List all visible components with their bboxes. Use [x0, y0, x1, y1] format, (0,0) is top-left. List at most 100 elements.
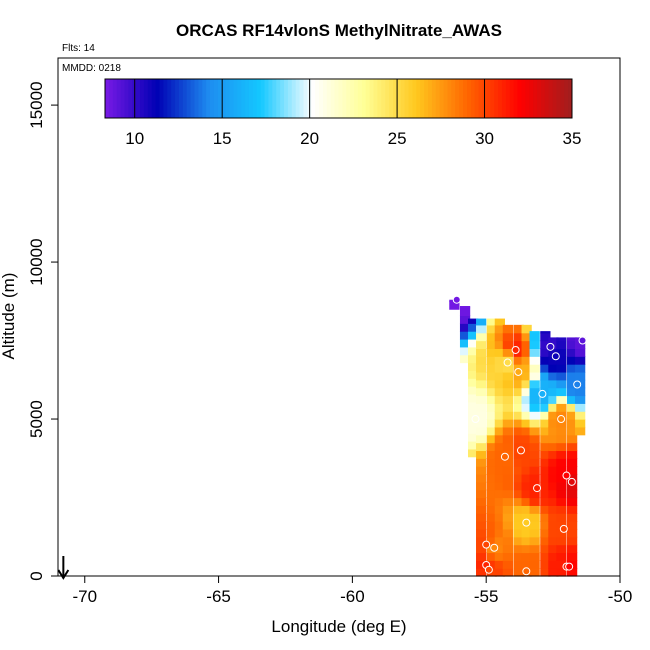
heatmap-cell — [529, 560, 540, 569]
heatmap-cell — [540, 356, 551, 365]
heatmap-cell — [521, 387, 532, 397]
colorbar-segment — [509, 79, 515, 118]
colorbar-segment — [237, 79, 242, 118]
heatmap-cell — [529, 536, 540, 546]
heatmap-cell — [486, 497, 497, 506]
heatmap-cell — [486, 450, 497, 459]
heatmap-cell — [567, 371, 578, 381]
heatmap-cell — [502, 426, 514, 436]
heatmap-cell — [567, 489, 578, 499]
colorbar-segment — [447, 79, 452, 118]
heatmap-cell — [467, 401, 479, 411]
colorbar-segment — [276, 79, 281, 118]
heatmap-cell — [494, 458, 505, 467]
heatmap-cell — [502, 442, 514, 452]
colorbar-segment — [268, 79, 273, 118]
heatmap-cell — [540, 505, 551, 514]
x-axis: -70 -65 -60 -55 -50 — [72, 576, 632, 606]
heatmap-cell — [567, 521, 578, 530]
heatmap-cell — [486, 481, 497, 491]
heatmap-cell — [548, 528, 559, 538]
heatmap-cell — [548, 379, 559, 389]
x-axis-label: Longitude (deg E) — [271, 617, 406, 636]
heatmap-cell — [513, 528, 524, 538]
heatmap-cell — [476, 481, 487, 491]
colorbar-segment — [416, 79, 421, 118]
heatmap-cell — [494, 318, 505, 326]
colorbar-segment — [381, 79, 386, 118]
colorbar-segment — [136, 79, 141, 118]
heatmap-cell — [467, 425, 479, 434]
heatmap-cell — [486, 473, 497, 483]
heatmap-cell — [521, 434, 532, 444]
heatmap-cell — [529, 489, 540, 499]
colorbar-segment — [229, 79, 234, 118]
heatmap-cell — [467, 433, 479, 442]
heatmap-cell — [494, 442, 505, 452]
colorbar-segment — [163, 79, 168, 118]
heatmap-cell — [486, 364, 497, 373]
heatmap-cell — [502, 434, 514, 444]
colorbar-segment — [525, 79, 530, 118]
colorbar-segment — [295, 79, 301, 118]
heatmap-cell — [556, 371, 567, 381]
heatmap-cell — [513, 395, 524, 404]
heatmap-cell — [476, 568, 487, 577]
heatmap-cell — [494, 536, 505, 546]
sample-point — [500, 452, 509, 461]
heatmap-cell — [459, 315, 471, 324]
heatmap-cell — [548, 466, 559, 475]
heatmap-cell — [513, 473, 524, 483]
heatmap-cell — [540, 544, 551, 554]
heatmap-cell — [529, 379, 540, 389]
heatmap-cell — [486, 442, 497, 452]
heatmap-cell — [521, 379, 532, 389]
heatmap-cell — [459, 331, 471, 340]
heatmap-cell — [540, 364, 551, 373]
heatmap-cell — [476, 411, 487, 420]
heatmap-cell — [540, 497, 551, 506]
heatmap-cell — [540, 419, 551, 428]
colorbar-tick-label: 35 — [563, 129, 582, 148]
colorbar-segment — [287, 79, 293, 118]
heatmap-cell — [486, 332, 497, 342]
colorbar-segment — [505, 79, 511, 118]
heatmap-cell — [494, 395, 505, 404]
colorbar-segment — [120, 79, 125, 118]
heatmap-cell — [459, 354, 471, 364]
heatmap-cell — [575, 411, 586, 420]
sample-point — [514, 367, 523, 376]
colorbar-segment — [498, 79, 503, 118]
colorbar-segment — [225, 79, 231, 118]
heatmap-cell — [540, 434, 551, 444]
heatmap-cell — [459, 306, 471, 309]
heatmap-cell — [540, 411, 551, 420]
heatmap-cell — [556, 348, 567, 357]
colorbar-segment — [272, 79, 277, 118]
colorbar-segment — [256, 79, 262, 118]
heatmap-cell — [476, 379, 487, 389]
heatmap-cell — [502, 568, 514, 577]
heatmap-cell — [502, 481, 514, 491]
heatmap-cell — [567, 466, 578, 475]
colorbar-segment — [412, 79, 417, 118]
heatmap-cell — [494, 340, 505, 349]
heatmap-cell — [548, 568, 559, 577]
colorbar-segment — [311, 79, 316, 118]
heatmap-cell — [548, 505, 559, 514]
colorbar-segment — [198, 79, 203, 118]
colorbar-segment — [342, 79, 347, 118]
heatmap-cell — [486, 387, 497, 397]
heatmap-cell — [513, 513, 524, 522]
heatmap-cell — [556, 489, 567, 499]
colorbar-tick-label: 30 — [475, 129, 494, 148]
heatmap-cell — [467, 354, 479, 364]
heatmap-cell — [513, 568, 524, 577]
heatmap-cell — [575, 387, 586, 397]
heatmap-cell — [548, 560, 559, 569]
heatmap-cell — [556, 568, 567, 577]
heatmap-cell — [540, 552, 551, 561]
heatmap-cell — [529, 497, 540, 506]
colorbar-segment — [544, 79, 550, 118]
